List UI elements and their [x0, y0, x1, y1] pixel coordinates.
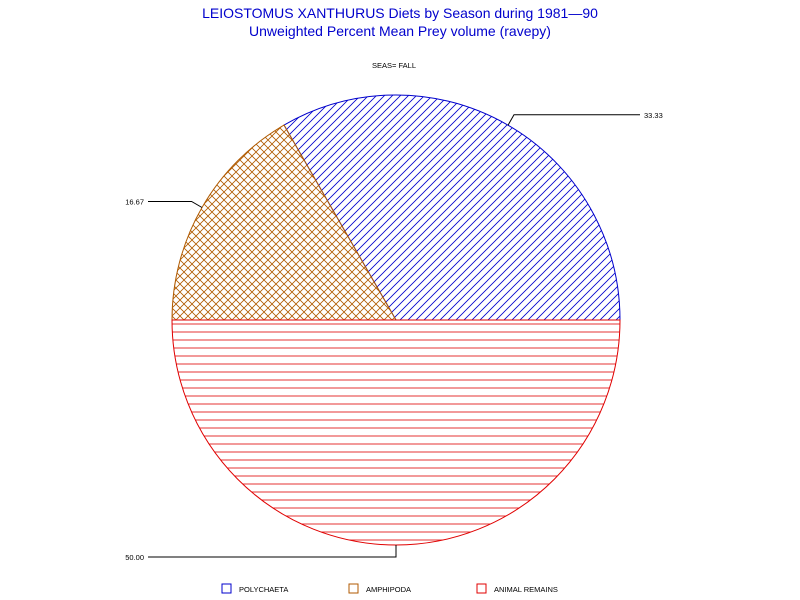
pie-slice-animal-remains — [171, 319, 621, 546]
labels-layer: 33.33 16.67 50.00 — [125, 111, 663, 562]
legend-label-amphipoda: AMPHIPODA — [366, 585, 411, 594]
legend-swatch-animal-remains — [476, 583, 487, 594]
value-label-amphipoda: 16.67 — [125, 198, 144, 207]
group-label: SEAS= FALL — [372, 61, 416, 70]
legend-swatch-polychaeta — [221, 583, 232, 594]
leader-line-animal-remains — [148, 545, 397, 558]
chart-title: LEIOSTOMUS XANTHURUS Diets by Season dur… — [202, 5, 598, 21]
legend-label-animal-remains: ANIMAL REMAINS — [494, 585, 558, 594]
leader-line-amphipoda — [148, 201, 203, 208]
legend-label-polychaeta: POLYCHAETA — [239, 585, 288, 594]
pie-slice-amphipoda — [171, 124, 397, 321]
legend-swatch-amphipoda — [348, 583, 359, 594]
value-label-polychaeta: 33.33 — [644, 111, 663, 120]
leader-line-polychaeta — [507, 114, 640, 126]
chart-subtitle: Unweighted Percent Mean Prey volume (rav… — [249, 23, 551, 39]
legend: POLYCHAETA AMPHIPODA ANIMAL REMAINS — [221, 583, 558, 594]
slices-layer — [171, 94, 621, 546]
value-label-animal-remains: 50.00 — [125, 553, 144, 562]
